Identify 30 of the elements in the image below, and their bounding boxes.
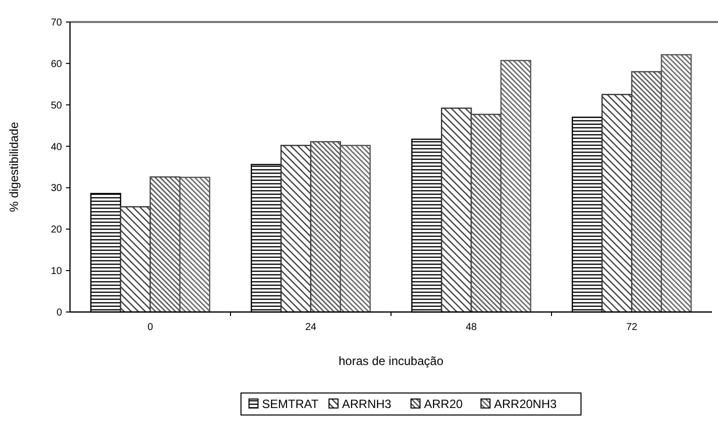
y-tick-label: 40 [50,142,62,153]
bar [470,114,502,313]
y-tick-label: 30 [50,183,62,194]
x-tick-label: 72 [626,322,638,333]
y-tick-label: 0 [56,308,62,318]
bar [440,108,472,313]
y-tick-label: 60 [50,58,62,70]
bar [280,144,312,313]
bar [150,176,181,313]
x-tick-label: 48 [466,322,478,333]
y-axis-title: % digestibilidade [7,122,21,212]
legend-label: ARR20 [424,397,464,411]
legend-label: ARRNH3 [342,397,392,411]
legend-label: ARR20NH3 [494,397,558,411]
x-axis-title: horas de incubação [338,354,444,368]
y-tick-label: 50 [50,100,62,112]
x-tick-label: 24 [305,322,317,333]
y-tick-label: 20 [50,224,62,236]
bar [660,54,692,313]
legend-label: SEMTRAT [262,397,320,411]
bar [340,144,371,313]
x-tick-label: 0 [147,322,154,333]
bar [500,60,532,313]
bar [120,206,151,313]
bar [179,176,210,313]
y-tick-label: 10 [50,266,62,278]
bar [601,94,632,313]
y-tick-label: 70 [50,18,62,28]
bar [631,71,662,313]
bar [310,141,342,313]
